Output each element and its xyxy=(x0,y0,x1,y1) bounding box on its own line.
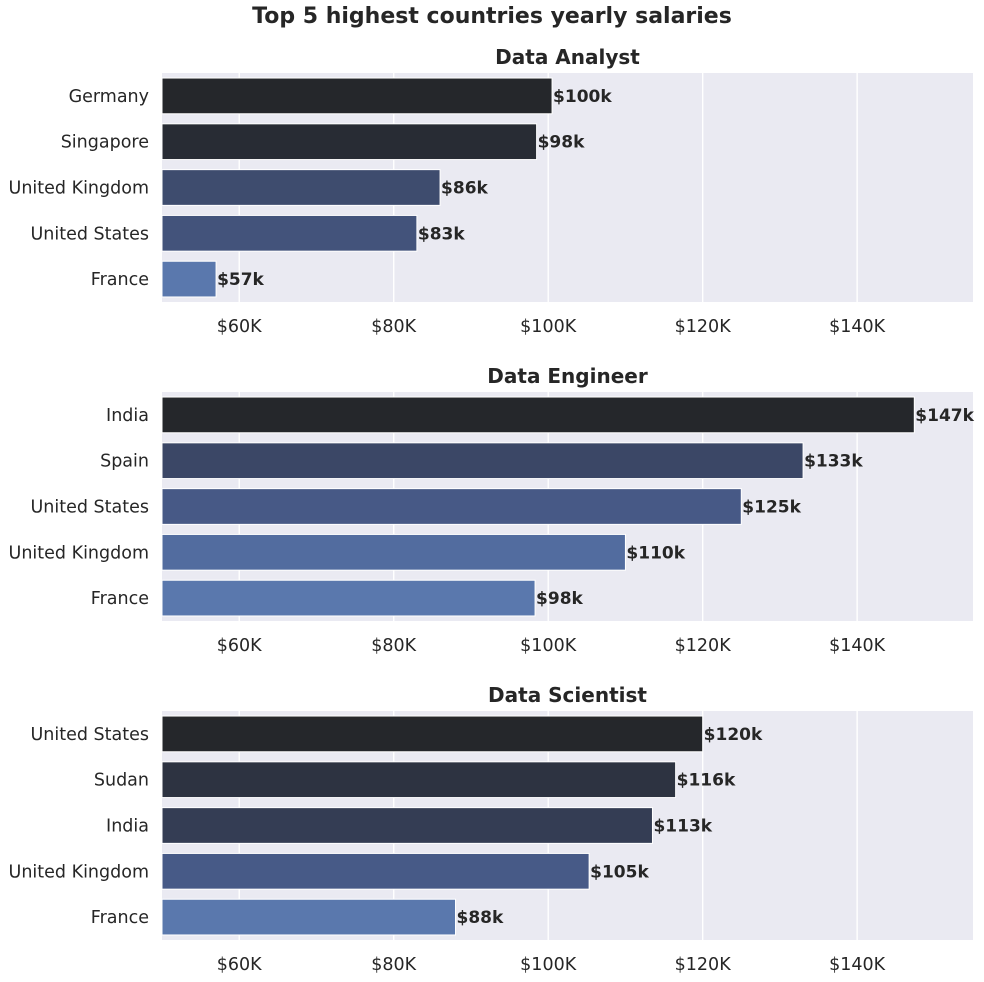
x-tick-label: $60K xyxy=(217,317,262,337)
x-tick-label: $80K xyxy=(371,955,416,975)
category-label: United Kingdom xyxy=(9,543,149,563)
data-label: $120k xyxy=(704,725,763,745)
category-label: France xyxy=(91,589,149,609)
panel-title: Data Scientist xyxy=(488,683,647,707)
category-label: India xyxy=(106,406,149,426)
x-tick-label: $120K xyxy=(675,955,732,975)
data-label: $105k xyxy=(590,862,649,882)
x-tick-label: $140K xyxy=(829,636,886,656)
bar xyxy=(161,852,590,890)
x-tick-label: $60K xyxy=(217,636,262,656)
category-label: Spain xyxy=(100,452,149,472)
bar xyxy=(161,442,804,480)
x-tick-label: $80K xyxy=(371,317,416,337)
category-label: Singapore xyxy=(61,133,149,153)
x-tick-label: $100K xyxy=(520,317,577,337)
x-tick-label: $80K xyxy=(371,636,416,656)
x-tick-label: $140K xyxy=(829,317,886,337)
category-label: United States xyxy=(30,725,149,745)
x-tick-label: $60K xyxy=(217,955,262,975)
data-label: $110k xyxy=(626,543,685,563)
panel-title: Data Analyst xyxy=(495,45,640,69)
category-label: Sudan xyxy=(94,771,149,791)
x-tick-label: $100K xyxy=(520,636,577,656)
category-label: France xyxy=(91,908,149,928)
bar xyxy=(161,715,704,753)
bar xyxy=(161,898,457,936)
category-label: Germany xyxy=(69,87,149,107)
data-label: $100k xyxy=(553,87,612,107)
bar xyxy=(161,123,538,161)
x-tick-label: $140K xyxy=(829,955,886,975)
category-label: France xyxy=(91,270,149,290)
x-tick-label: $100K xyxy=(520,955,577,975)
panel-title: Data Engineer xyxy=(487,364,648,388)
data-label: $86k xyxy=(441,179,488,199)
category-label: United Kingdom xyxy=(9,179,149,199)
bar xyxy=(161,77,553,115)
x-tick-label: $120K xyxy=(675,636,732,656)
bar xyxy=(161,214,418,252)
data-label: $116k xyxy=(677,771,736,791)
bar xyxy=(161,169,441,206)
chart-title: Top 5 highest countries yearly salaries xyxy=(252,4,732,29)
data-label: $113k xyxy=(653,817,712,837)
data-label: $88k xyxy=(457,908,504,928)
bar xyxy=(161,761,677,799)
x-tick-label: $120K xyxy=(675,317,732,337)
data-label: $133k xyxy=(804,452,863,472)
bar xyxy=(161,533,626,571)
bar xyxy=(161,579,536,617)
data-label: $83k xyxy=(418,224,465,244)
bar xyxy=(161,396,915,434)
category-label: United States xyxy=(30,224,149,244)
data-label: $57k xyxy=(217,270,264,290)
category-label: United States xyxy=(30,498,149,518)
bar xyxy=(161,488,742,525)
data-label: $98k xyxy=(538,133,585,153)
category-label: India xyxy=(106,817,149,837)
data-label: $125k xyxy=(742,498,801,518)
category-label: United Kingdom xyxy=(9,862,149,882)
data-label: $98k xyxy=(536,589,583,609)
bar xyxy=(161,807,653,844)
bar xyxy=(161,260,217,298)
data-label: $147k xyxy=(915,406,974,426)
